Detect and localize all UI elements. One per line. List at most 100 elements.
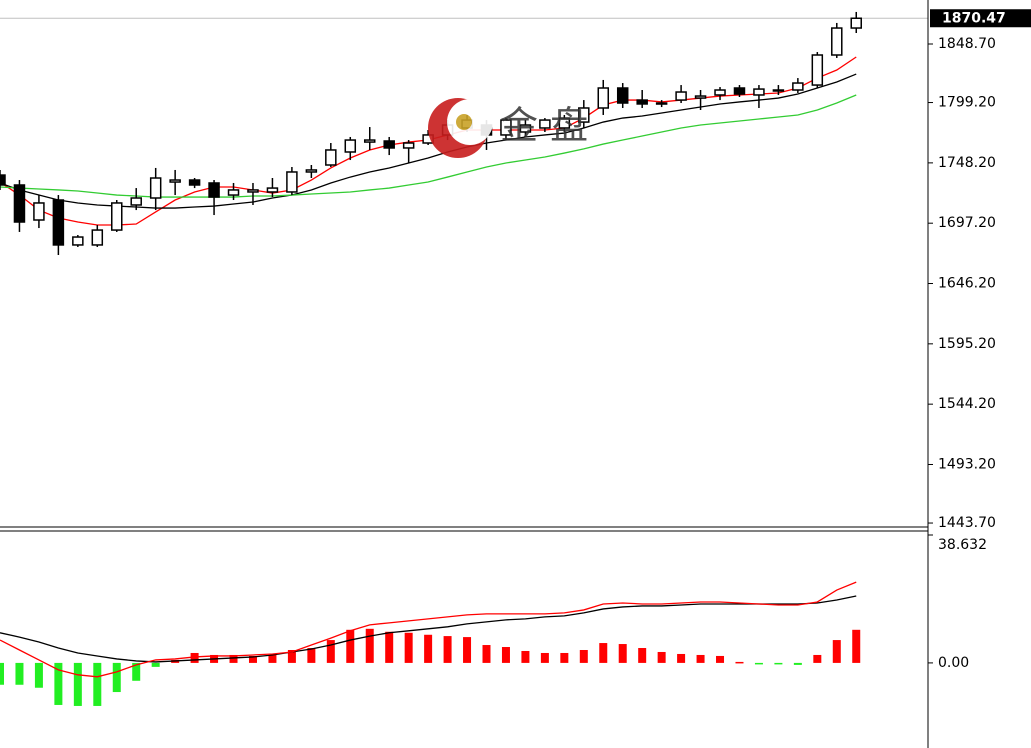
histogram-bar [73, 662, 82, 706]
histogram-bar [132, 662, 141, 681]
y-tick-label: 1799.20 [938, 95, 996, 111]
histogram-bar [385, 631, 394, 663]
candle-body [539, 119, 551, 129]
histogram-bar [579, 649, 588, 663]
histogram-bar [793, 662, 802, 665]
y-tick-label: 1697.20 [938, 215, 996, 231]
candle-body [130, 197, 142, 206]
candle-body [247, 189, 259, 193]
candle-body [72, 236, 84, 246]
candle-body [753, 88, 765, 96]
histogram-bar [365, 628, 374, 663]
candle-body [714, 89, 726, 96]
histogram-bar [735, 661, 744, 664]
candle-body [363, 139, 376, 143]
histogram-bar [774, 662, 783, 665]
histogram-bar [716, 655, 725, 663]
histogram-bar [346, 629, 355, 663]
watermark-logo [428, 98, 493, 158]
candle-body [636, 99, 648, 105]
candle-body [811, 54, 824, 86]
candle-body [188, 179, 201, 186]
histogram-bar [15, 662, 24, 685]
histogram-bar [832, 640, 841, 663]
candle-body [772, 89, 785, 92]
histogram-bar [638, 648, 647, 663]
candle-body [597, 87, 610, 109]
histogram-bar [443, 636, 452, 663]
y-tick-label: 1443.70 [938, 515, 996, 531]
y-tick-label: 1748.20 [938, 155, 996, 171]
histogram-bar [54, 662, 63, 705]
moving-average [0, 94, 857, 198]
last-price-label: 1870.47 [942, 10, 1006, 26]
candle-body [616, 87, 629, 104]
histogram-bar [229, 654, 238, 663]
histogram-bar [248, 655, 257, 663]
histogram-bar [657, 651, 666, 663]
histogram-bar [618, 644, 627, 663]
candle-body [149, 177, 162, 199]
candle-body [519, 124, 532, 133]
histogram-bar [540, 652, 549, 663]
histogram-bar [463, 637, 472, 663]
candle-body [52, 199, 65, 246]
candle-body [33, 202, 45, 221]
histogram-bar [677, 653, 686, 663]
histogram-bar [560, 652, 569, 663]
candle-body [111, 202, 123, 231]
histogram-bar [696, 654, 705, 663]
histogram-bar [326, 640, 335, 663]
histogram-bar [501, 647, 510, 663]
candle-body [13, 184, 26, 223]
candle-body [850, 17, 862, 29]
logo-dot [456, 114, 472, 130]
y-tick-label: 1493.20 [938, 456, 996, 472]
histogram-bar [268, 654, 277, 663]
candle-body [0, 174, 6, 186]
candle-body [325, 149, 337, 166]
macd-line [0, 581, 857, 678]
histogram-bar [112, 662, 121, 693]
histogram-bar [813, 654, 822, 663]
histogram-bar [151, 662, 160, 667]
candle-body [675, 91, 687, 101]
histogram-bar [521, 650, 530, 663]
histogram-bar [404, 632, 413, 663]
candle-body [91, 229, 104, 246]
candle-body [733, 87, 746, 95]
histogram-bar [0, 662, 4, 685]
candle-body [286, 171, 298, 193]
candle-body [208, 182, 220, 198]
candle-body [500, 119, 512, 136]
y-tick-label: 1646.20 [938, 276, 996, 292]
candle-body [266, 187, 279, 193]
histogram-bar [93, 662, 102, 706]
y-tick-label: 1544.20 [938, 396, 996, 412]
histogram-bar [482, 645, 491, 663]
watermark-text: 金 盘 [500, 104, 588, 148]
candle-body [383, 140, 395, 149]
last-price-box [930, 9, 1031, 28]
histogram-bar [287, 649, 296, 663]
histogram-bar [599, 643, 608, 663]
y-tick-label: 1848.70 [938, 36, 996, 52]
histogram-bar [190, 652, 199, 663]
candle-body [305, 169, 318, 173]
candle-body [344, 139, 357, 153]
histogram-bar [754, 662, 763, 665]
moving-average [0, 73, 857, 209]
y-tick-label: 0.00 [938, 655, 969, 671]
histogram-bar [424, 634, 433, 663]
candle-body [694, 95, 707, 99]
y-tick-label: 1595.20 [938, 336, 996, 352]
histogram-bar [34, 662, 43, 688]
histogram-bar [307, 648, 316, 663]
y-tick-label: 38.632 [938, 537, 987, 553]
candle-body [402, 142, 415, 149]
candle-body [831, 27, 843, 56]
candle-body [558, 117, 571, 129]
macd-line [0, 595, 857, 663]
